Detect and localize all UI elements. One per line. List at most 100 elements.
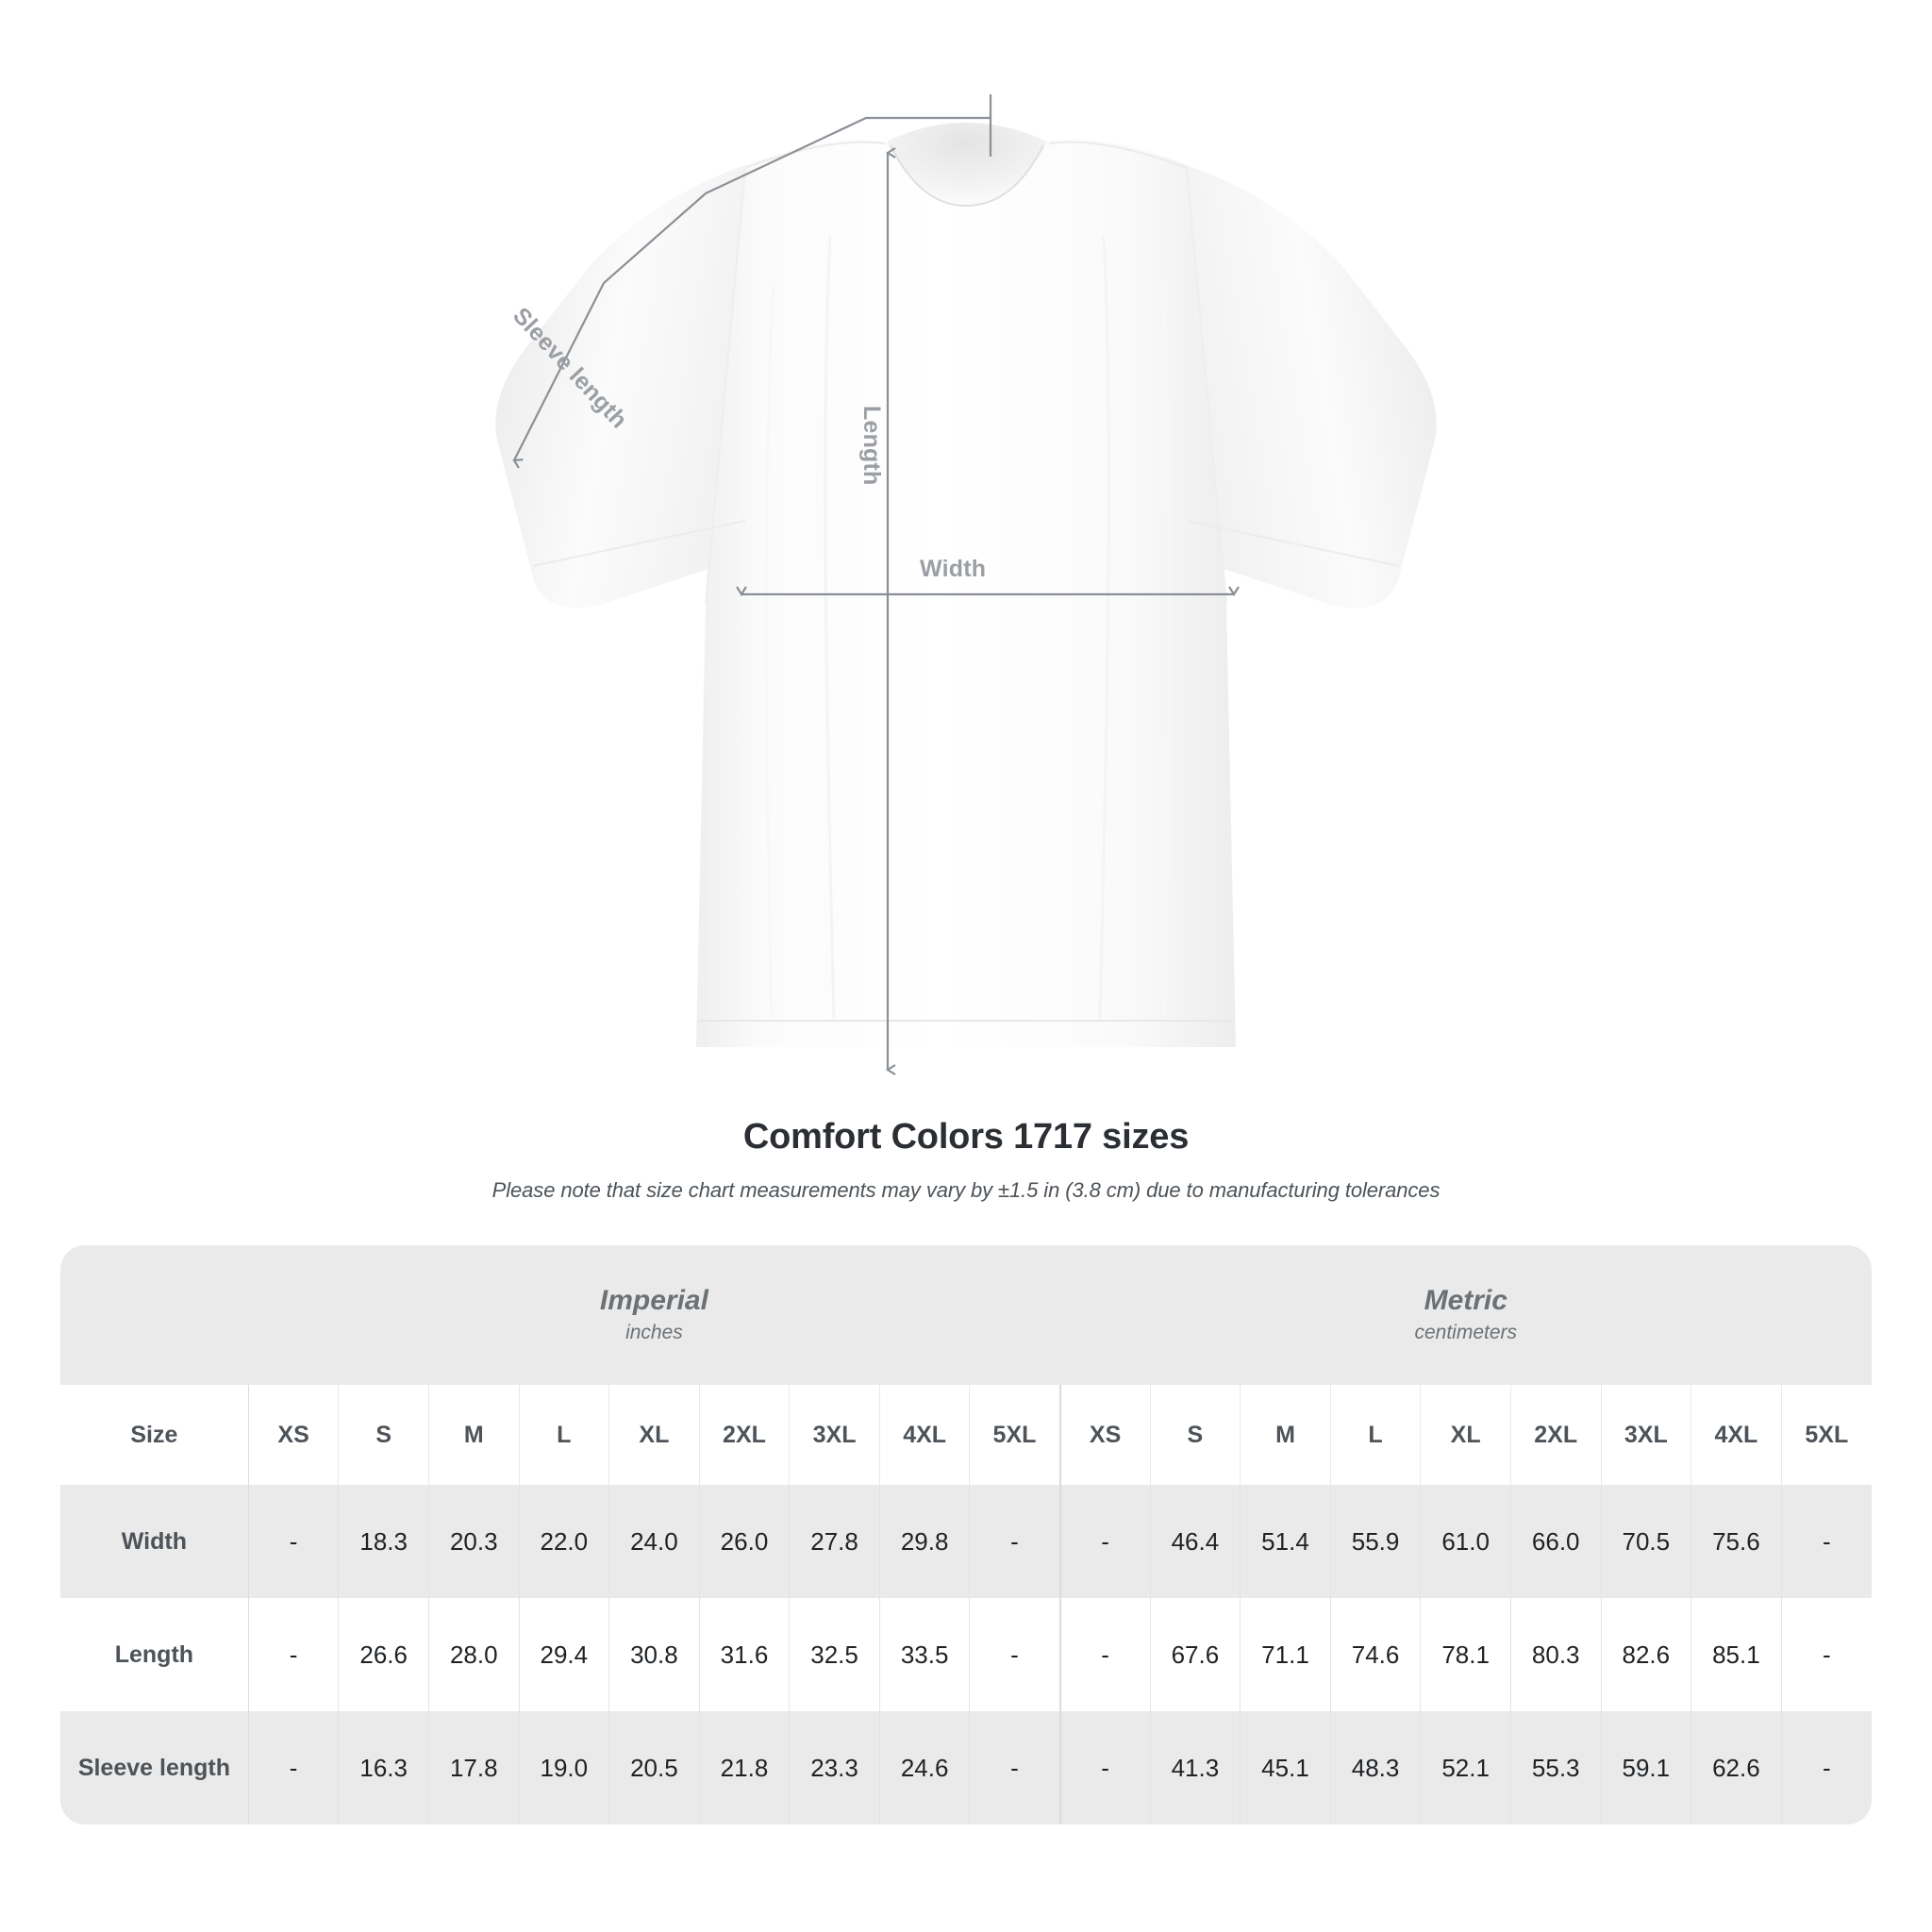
size-column-header-metric-2xl: 2XL [1510,1385,1602,1485]
cell-width-metric-5xl: - [1781,1485,1872,1598]
cell-length-metric-2xl: 80.3 [1510,1598,1602,1711]
width-label: Width [920,556,987,582]
table-row: Length -26.6 28.0 29.4 30.8 31.6 32.5 33.5- -67.… [60,1598,1872,1711]
row-label-length: Length [60,1598,249,1711]
cell-sleeve-length-imperial-l: 19.0 [519,1711,610,1824]
cell-width-metric-2xl: 66.0 [1510,1485,1602,1598]
table-row: Width -18.3 20.3 22.0 24.0 26.0 27.8 29.8- -46.4… [60,1485,1872,1598]
cell-width-imperial-2xl: 26.0 [699,1485,791,1598]
cell-length-imperial-m: 28.0 [428,1598,520,1711]
measurement-lines [512,94,1240,1075]
cell-length-metric-4xl: 85.1 [1690,1598,1782,1711]
unit-header-metric: Metric centimeters [1059,1245,1872,1385]
cell-sleeve-length-imperial-4xl: 24.6 [879,1711,971,1824]
cell-length-metric-l: 74.6 [1330,1598,1422,1711]
cell-width-imperial-3xl: 27.8 [789,1485,880,1598]
cell-width-metric-xs: - [1058,1485,1151,1598]
table-row: Sleeve length -16.3 17.8 19.0 20.5 21.8 23.3 24… [60,1711,1872,1824]
unit-subtitle: centimeters [1414,1322,1518,1343]
size-column-header-metric-3xl: 3XL [1601,1385,1692,1485]
cell-width-metric-s: 46.4 [1150,1485,1241,1598]
size-column-header-imperial-3xl: 3XL [789,1385,880,1485]
cell-sleeve-length-metric-5xl: - [1781,1711,1872,1824]
cell-sleeve-length-metric-2xl: 55.3 [1510,1711,1602,1824]
row-label-sleeve-length: Sleeve length [60,1711,249,1824]
size-column-header-imperial-xl: XL [608,1385,700,1485]
cell-sleeve-length-metric-3xl: 59.1 [1601,1711,1692,1824]
cell-length-metric-xl: 78.1 [1420,1598,1511,1711]
cell-length-metric-3xl: 82.6 [1601,1598,1692,1711]
size-column-header-imperial-l: L [519,1385,610,1485]
size-column-header-metric-4xl: 4XL [1690,1385,1782,1485]
cell-width-metric-xl: 61.0 [1420,1485,1511,1598]
cell-sleeve-length-imperial-m: 17.8 [428,1711,520,1824]
size-column-header-imperial-4xl: 4XL [879,1385,971,1485]
size-header-label: Size [60,1385,249,1485]
unit-name: Imperial [599,1284,708,1316]
row-label-width: Width [60,1485,249,1598]
length-label: Length [858,406,885,486]
cell-length-metric-m: 71.1 [1240,1598,1331,1711]
cell-width-metric-4xl: 75.6 [1690,1485,1782,1598]
size-column-header-metric-xl: XL [1420,1385,1511,1485]
cell-length-imperial-s: 26.6 [338,1598,429,1711]
cell-sleeve-length-metric-s: 41.3 [1150,1711,1241,1824]
cell-sleeve-length-imperial-5xl: - [969,1711,1061,1824]
size-chart-table: Imperial inches Metric centimeters Size XS S M L… [60,1245,1872,1824]
cell-width-imperial-5xl: - [969,1485,1061,1598]
cell-length-imperial-3xl: 32.5 [789,1598,880,1711]
cell-sleeve-length-imperial-2xl: 21.8 [699,1711,791,1824]
tshirt-illustration [495,94,1437,1075]
cell-width-imperial-xs: - [248,1485,340,1598]
size-column-header-metric-5xl: 5XL [1781,1385,1872,1485]
cell-length-metric-s: 67.6 [1150,1598,1241,1711]
size-chart-table-wrapper: Imperial inches Metric centimeters Size XS S M L… [60,1245,1872,1824]
cell-sleeve-length-imperial-3xl: 23.3 [789,1711,880,1824]
cell-length-imperial-xl: 30.8 [608,1598,700,1711]
cell-sleeve-length-imperial-xl: 20.5 [608,1711,700,1824]
size-column-header-metric-s: S [1150,1385,1241,1485]
cell-length-imperial-5xl: - [969,1598,1061,1711]
size-column-header-imperial-5xl: 5XL [969,1385,1061,1485]
unit-name: Metric [1424,1284,1507,1316]
size-header-row: Size XS S M L XL 2XL 3XL 4XL 5XL XS S M L XL 2XL 3XL 4XL 5… [60,1385,1872,1485]
cell-length-imperial-l: 29.4 [519,1598,610,1711]
unit-header-spacer [60,1245,249,1385]
cell-sleeve-length-imperial-s: 16.3 [338,1711,429,1824]
tolerance-note: Please note that size chart measurements… [491,1178,1441,1202]
size-column-header-metric-xs: XS [1058,1385,1151,1485]
cell-sleeve-length-metric-l: 48.3 [1330,1711,1422,1824]
unit-subtitle: inches [625,1322,683,1343]
size-column-header-imperial-2xl: 2XL [699,1385,791,1485]
product-diagram: Sleeve length Length Width [495,94,1437,1075]
cell-sleeve-length-imperial-xs: - [248,1711,340,1824]
cell-length-imperial-4xl: 33.5 [879,1598,971,1711]
sleeve-line [512,116,991,469]
cell-sleeve-length-metric-xl: 52.1 [1420,1711,1511,1824]
shirt-shape [495,123,1437,1047]
page-title: Comfort Colors 1717 sizes [742,1117,1190,1157]
unit-header-imperial: Imperial inches [248,1245,1060,1385]
size-column-header-imperial-m: M [428,1385,520,1485]
cell-length-imperial-2xl: 31.6 [699,1598,791,1711]
cell-length-metric-5xl: - [1781,1598,1872,1711]
cell-width-metric-l: 55.9 [1330,1485,1422,1598]
size-column-header-imperial-s: S [338,1385,429,1485]
cell-width-metric-3xl: 70.5 [1601,1485,1692,1598]
size-column-header-imperial-xs: XS [248,1385,340,1485]
cell-width-imperial-s: 18.3 [338,1485,429,1598]
cell-width-imperial-xl: 24.0 [608,1485,700,1598]
cell-width-imperial-4xl: 29.8 [879,1485,971,1598]
cell-width-imperial-m: 20.3 [428,1485,520,1598]
cell-sleeve-length-metric-m: 45.1 [1240,1711,1331,1824]
cell-length-metric-xs: - [1058,1598,1151,1711]
size-column-header-metric-l: L [1330,1385,1422,1485]
cell-width-imperial-l: 22.0 [519,1485,610,1598]
title-block: Comfort Colors 1717 sizes Please note th… [0,1117,1932,1203]
cell-length-imperial-xs: - [248,1598,340,1711]
cell-width-metric-m: 51.4 [1240,1485,1331,1598]
unit-header-row: Imperial inches Metric centimeters [60,1245,1872,1385]
cell-sleeve-length-metric-xs: - [1058,1711,1151,1824]
size-column-header-metric-m: M [1240,1385,1331,1485]
cell-sleeve-length-metric-4xl: 62.6 [1690,1711,1782,1824]
